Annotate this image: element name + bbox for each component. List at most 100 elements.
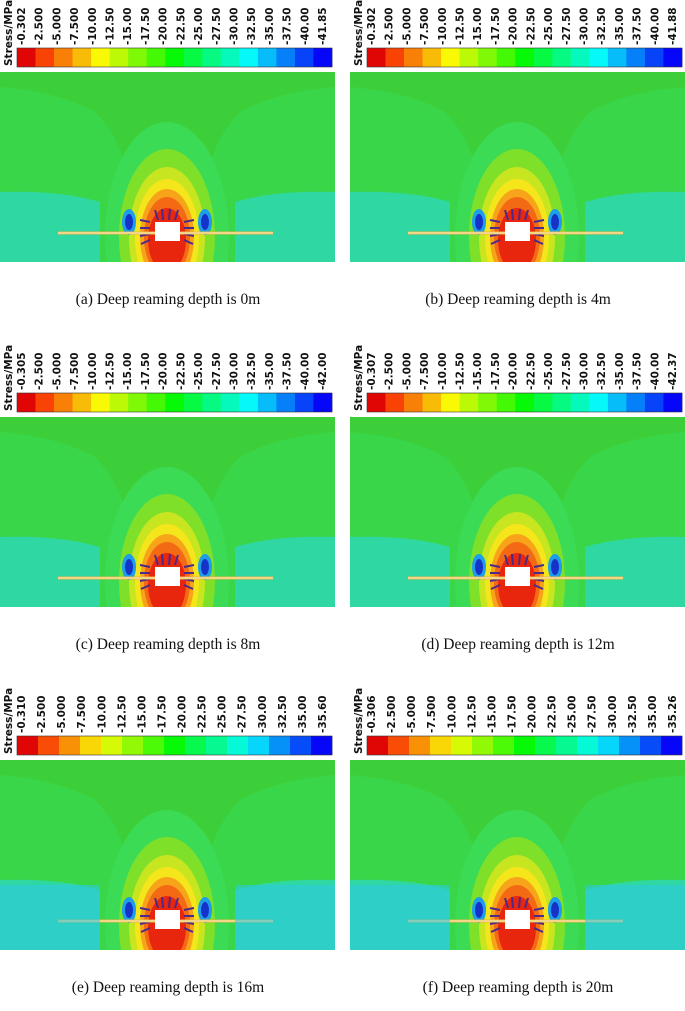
legend-title: Stress/MPa bbox=[3, 688, 15, 754]
legend-swatch bbox=[276, 48, 296, 67]
legend-label: -7.500 bbox=[69, 352, 81, 390]
legend-label: -30.00 bbox=[228, 352, 240, 390]
legend-label: -17.50 bbox=[156, 695, 168, 733]
legend-label: -12.50 bbox=[105, 7, 117, 45]
legend-title: Stress/MPa bbox=[353, 0, 365, 66]
legend-label: -0.307 bbox=[366, 352, 378, 390]
legend-label: -15.00 bbox=[486, 695, 498, 733]
legend-swatch bbox=[472, 736, 494, 755]
legend-label: -32.50 bbox=[246, 7, 258, 45]
legend-swatch bbox=[451, 736, 473, 755]
legend-label: -12.50 bbox=[116, 695, 128, 733]
legend-label: -10.00 bbox=[437, 352, 449, 390]
legend-label: -30.00 bbox=[257, 695, 269, 733]
legend-label: -22.50 bbox=[175, 352, 187, 390]
legend-label: -15.00 bbox=[472, 7, 484, 45]
legend-label: -25.00 bbox=[217, 695, 229, 733]
legend-swatch bbox=[626, 48, 646, 67]
legend-frame bbox=[16, 392, 333, 413]
legend-swatch bbox=[388, 736, 410, 755]
legend-swatch bbox=[165, 48, 185, 67]
legend-swatch bbox=[619, 736, 641, 755]
legend-label: -22.50 bbox=[197, 695, 209, 733]
legend-label: -27.50 bbox=[237, 695, 249, 733]
legend-swatch bbox=[459, 48, 479, 67]
legend-label: -25.00 bbox=[567, 695, 579, 733]
legend-label: -0.306 bbox=[366, 695, 378, 733]
caption: (c) Deep reaming depth is 8m bbox=[76, 636, 261, 653]
legend-label: -10.00 bbox=[87, 352, 99, 390]
legend-swatch bbox=[109, 393, 129, 412]
legend-label: -2.500 bbox=[386, 695, 398, 733]
legend-swatch bbox=[640, 736, 662, 755]
legend-label: -32.50 bbox=[596, 7, 608, 45]
legend-label: -2.500 bbox=[36, 695, 48, 733]
legend-swatch bbox=[570, 393, 590, 412]
legend-swatch bbox=[38, 736, 60, 755]
legend-label: -25.00 bbox=[193, 352, 205, 390]
legend-label: -2.500 bbox=[34, 352, 46, 390]
legend-swatch bbox=[570, 48, 590, 67]
legend-swatch bbox=[101, 736, 123, 755]
legend-swatch bbox=[206, 736, 228, 755]
legend-label: -10.00 bbox=[87, 7, 99, 45]
legend-label: -40.00 bbox=[299, 352, 311, 390]
legend-label: -7.500 bbox=[419, 7, 431, 45]
legend-swatch bbox=[663, 393, 683, 412]
legend-swatch bbox=[59, 736, 81, 755]
legend-swatch bbox=[80, 736, 102, 755]
legend-swatch bbox=[164, 736, 186, 755]
legend-label: -22.50 bbox=[525, 352, 537, 390]
legend-swatch bbox=[202, 48, 222, 67]
legend-swatch bbox=[496, 48, 516, 67]
legend-swatch bbox=[313, 393, 333, 412]
legend-label: -37.50 bbox=[632, 7, 644, 45]
legend-label: -17.50 bbox=[506, 695, 518, 733]
lower-zone bbox=[0, 885, 100, 950]
legend-swatch bbox=[72, 48, 92, 67]
legend-label: -2.500 bbox=[384, 7, 396, 45]
legend-label: -15.00 bbox=[472, 352, 484, 390]
legend-label: -5.000 bbox=[401, 7, 413, 45]
legend-swatch bbox=[422, 393, 442, 412]
legend-swatch bbox=[311, 736, 333, 755]
legend-title: Stress/MPa bbox=[3, 0, 15, 66]
legend-label: -2.500 bbox=[34, 7, 46, 45]
legend-swatch bbox=[577, 736, 599, 755]
legend-label: -35.00 bbox=[297, 695, 309, 733]
legend-label: -12.50 bbox=[455, 7, 467, 45]
legend-label: -0.302 bbox=[366, 7, 378, 45]
legend-label: -15.00 bbox=[136, 695, 148, 733]
legend-swatch bbox=[183, 393, 203, 412]
legend-swatch bbox=[626, 393, 646, 412]
caption: (a) Deep reaming depth is 0m bbox=[76, 291, 261, 308]
legend-swatch bbox=[146, 393, 166, 412]
panel: Stress/MPa -0.302 -2.500 -5.000 -7.500 -10.00… bbox=[0, 0, 335, 308]
legend-label: -10.00 bbox=[446, 695, 458, 733]
panel: Stress/MPa -0.307 -2.500 -5.000 -7.500 -10.00… bbox=[350, 345, 685, 653]
legend-swatch bbox=[515, 393, 535, 412]
legend-swatch bbox=[607, 393, 627, 412]
legend-swatch bbox=[91, 393, 110, 412]
legend-label: -32.50 bbox=[277, 695, 289, 733]
legend-swatch bbox=[496, 393, 516, 412]
legend-label: -20.00 bbox=[527, 695, 539, 733]
legend-swatch bbox=[404, 48, 423, 67]
legend-swatch bbox=[276, 393, 296, 412]
legend-swatch bbox=[54, 393, 73, 412]
legend-label: -20.00 bbox=[508, 352, 520, 390]
legend-label: -30.00 bbox=[578, 7, 590, 45]
lower-zone bbox=[235, 885, 335, 950]
legend-label: -20.00 bbox=[158, 352, 170, 390]
legend-label: -27.50 bbox=[561, 352, 573, 390]
legend-label: -22.50 bbox=[547, 695, 559, 733]
legend-swatch bbox=[430, 736, 452, 755]
legend-swatch bbox=[227, 736, 249, 755]
legend-swatch bbox=[552, 48, 572, 67]
legend-swatch bbox=[290, 736, 312, 755]
legend-swatch bbox=[478, 48, 498, 67]
legend-swatch bbox=[72, 393, 92, 412]
caption: (d) Deep reaming depth is 12m bbox=[421, 636, 614, 653]
legend-swatch bbox=[239, 393, 259, 412]
legend-swatch bbox=[441, 48, 460, 67]
